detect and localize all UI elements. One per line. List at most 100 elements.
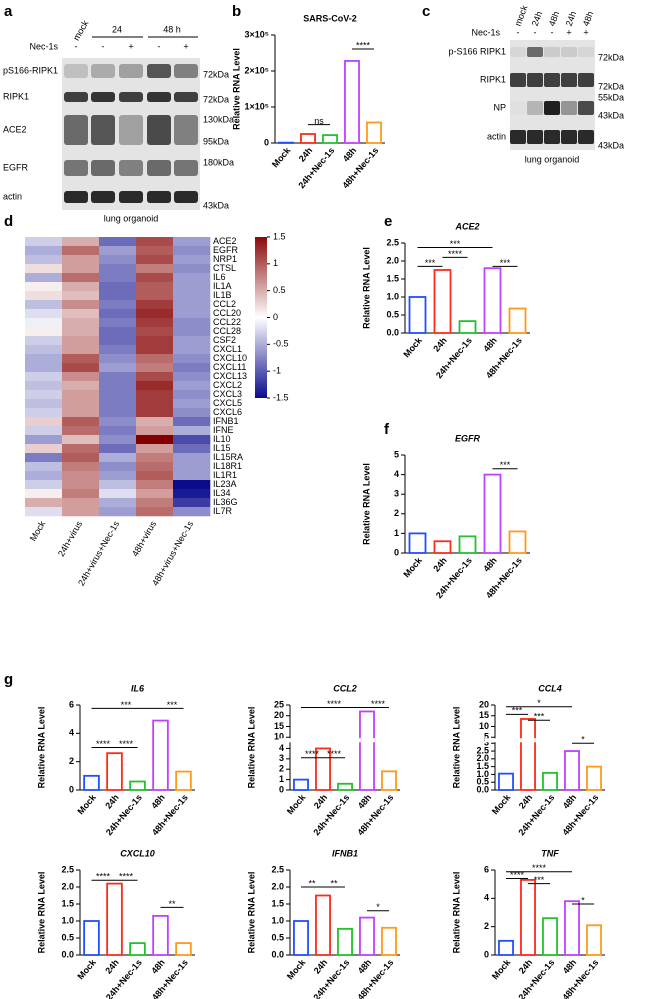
bar (152, 719, 169, 791)
band (527, 47, 543, 57)
row-label: NRP1 (213, 254, 237, 264)
heatmap-cell (99, 345, 137, 355)
treatment-sign: - (517, 27, 520, 37)
bar (175, 770, 192, 791)
heatmap-cell (99, 480, 137, 490)
bar (498, 772, 514, 791)
band (91, 115, 115, 145)
significance-label: *** (500, 258, 511, 268)
y-tick-label: 1 (394, 528, 399, 538)
y-tick-label: 2 (69, 756, 74, 766)
band (119, 160, 143, 176)
heatmap-cell (173, 291, 211, 301)
size-marker: 43kDa (598, 140, 624, 150)
lane-label: 48h (547, 10, 562, 28)
y-tick-label: 20 (274, 710, 284, 720)
heatmap-cell (25, 354, 63, 364)
panel-label: g (4, 671, 13, 688)
row-label: CXCL2 (213, 380, 242, 390)
heatmap-cell (173, 345, 211, 355)
significance-label: * (376, 902, 380, 912)
heatmap-cell (62, 309, 100, 319)
band (174, 115, 198, 145)
bar (458, 535, 477, 554)
heatmap-cell (25, 246, 63, 256)
band (64, 115, 88, 145)
heatmap-cell (136, 390, 174, 400)
band (561, 73, 577, 87)
significance-label: ** (308, 878, 316, 888)
band (174, 92, 198, 102)
column-label: 48h+virus (130, 519, 159, 558)
heatmap-cell (62, 345, 100, 355)
x-tick-label: 48h (341, 145, 359, 163)
heatmap-cell (136, 309, 174, 319)
heatmap-cell (136, 345, 174, 355)
size-marker: 95kDa (203, 136, 229, 146)
row-label: actin (3, 191, 22, 201)
x-tick-label: Mock (270, 145, 293, 170)
lane-label: 48 h (163, 24, 181, 34)
row-label: ACE2 (213, 236, 237, 246)
blot-footer: lung organoid (525, 154, 580, 164)
heatmap-cell (136, 237, 174, 247)
colorbar-tick-label: 0 (273, 312, 278, 322)
y-tick-label: 0.0 (476, 784, 489, 794)
heatmap-cell (173, 417, 211, 427)
y-tick-label: 1×10⁵ (245, 101, 270, 111)
significance-label: **** (448, 249, 463, 259)
y-tick-label: 3×10⁵ (245, 29, 270, 39)
treatment-sign: - (534, 27, 537, 37)
heatmap-cell (136, 336, 174, 346)
y-tick-label: 4 (484, 893, 489, 903)
heatmap-cell (25, 273, 63, 283)
significance-label: *** (121, 700, 132, 710)
band (544, 101, 560, 115)
row-label: IL6 (213, 272, 226, 282)
heatmap-cell (173, 435, 211, 445)
size-marker: 72kDa (598, 52, 624, 62)
heatmap-cell (25, 345, 63, 355)
row-label: IL10 (213, 434, 231, 444)
heatmap-cell (136, 435, 174, 445)
bar (366, 121, 382, 144)
y-tick-label: 1.0 (271, 915, 284, 925)
y-tick-label: 2 (394, 508, 399, 518)
row-label: IL34 (213, 488, 231, 498)
heatmap-cell (62, 318, 100, 328)
colorbar-tick-label: -0.5 (273, 339, 289, 349)
heatmap-cell (99, 489, 137, 499)
axis-break (485, 738, 607, 743)
lane-label: 24 (112, 24, 122, 34)
row-label: NP (493, 102, 506, 112)
heatmap-cell (136, 444, 174, 454)
treatment-sign: + (128, 41, 133, 51)
heatmap-cell (25, 291, 63, 301)
row-label: CCL28 (213, 326, 241, 336)
y-tick-label: 25 (274, 699, 284, 709)
heatmap-cell (62, 246, 100, 256)
y-tick-label: 1.5 (476, 761, 489, 771)
chart-title: CXCL10 (120, 848, 155, 858)
significance-label: **** (371, 699, 386, 709)
heatmap-cell (99, 417, 137, 427)
significance-label: **** (305, 749, 320, 759)
heatmap-cell (136, 489, 174, 499)
y-axis-label: Relative RNA Level (36, 707, 46, 789)
y-tick-label: 6 (69, 699, 74, 709)
bar (508, 530, 527, 554)
heatmap-cell (173, 426, 211, 436)
significance-label: * (581, 895, 585, 905)
panel-label: f (384, 421, 390, 438)
heatmap-cell (62, 381, 100, 391)
heatmap-cell (173, 453, 211, 463)
colorbar-tick-label: 1.5 (273, 231, 286, 241)
heatmap-cell (25, 237, 63, 247)
heatmap-cell (173, 507, 211, 517)
heatmap-cell (62, 462, 100, 472)
size-marker: 130kDa (203, 114, 234, 124)
y-tick-label: 10 (479, 721, 489, 731)
bar (129, 942, 146, 956)
bar (458, 320, 477, 334)
treatment-label: Nec-1s (29, 41, 58, 51)
